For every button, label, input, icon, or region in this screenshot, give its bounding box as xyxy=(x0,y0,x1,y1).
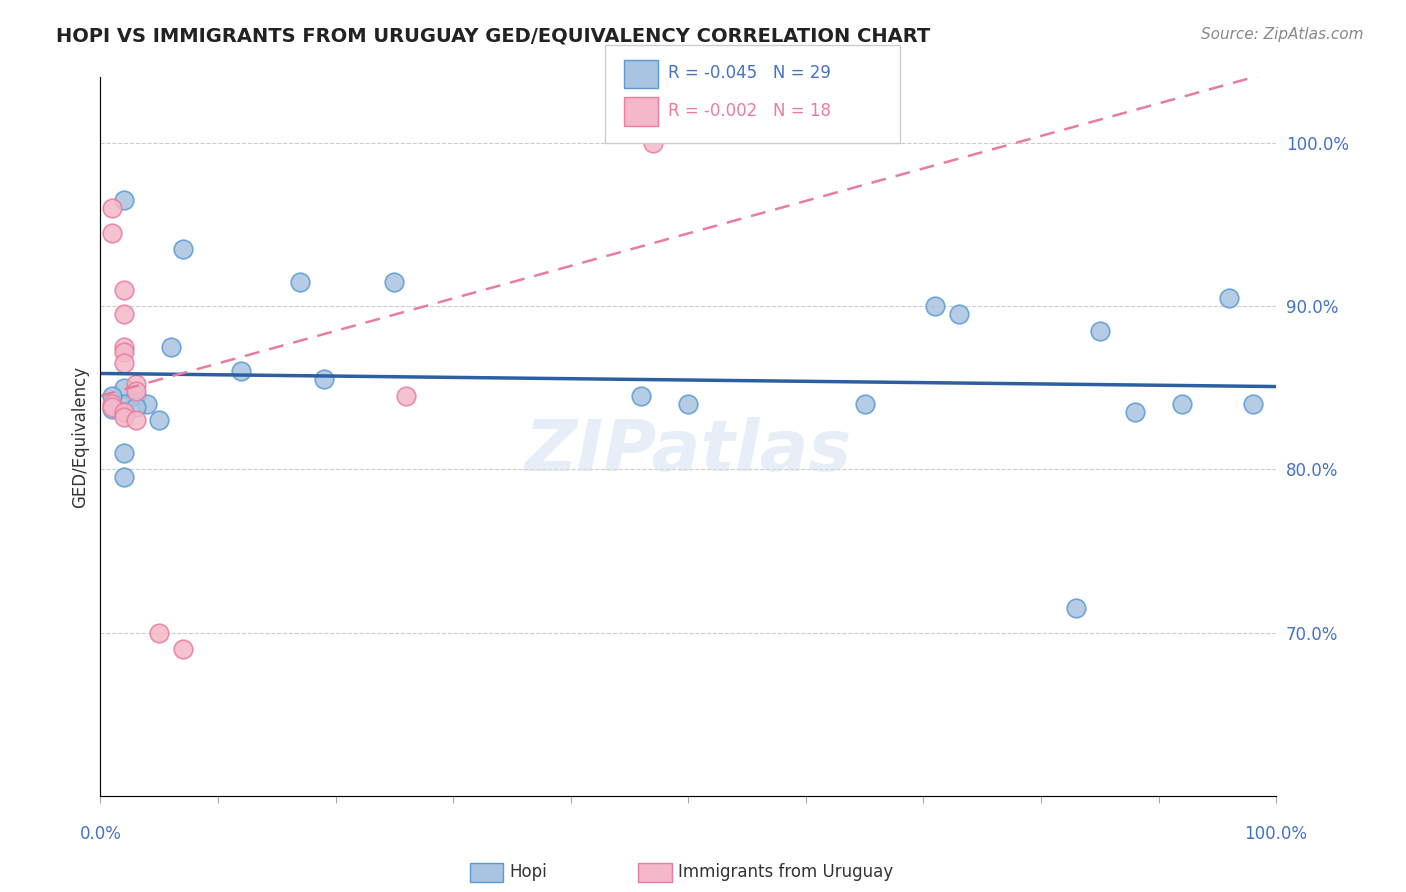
Point xyxy=(124,389,146,403)
Text: Source: ZipAtlas.com: Source: ZipAtlas.com xyxy=(1201,27,1364,42)
Point xyxy=(112,410,135,425)
Point xyxy=(948,307,970,321)
Point xyxy=(172,641,194,656)
Text: ZIPatlas: ZIPatlas xyxy=(524,417,852,485)
Point xyxy=(924,299,946,313)
Point xyxy=(112,283,135,297)
Point xyxy=(630,389,652,403)
Point xyxy=(1171,397,1194,411)
Point xyxy=(101,397,124,411)
Point xyxy=(172,242,194,256)
Point xyxy=(112,446,135,460)
Point xyxy=(112,405,135,419)
Text: R = -0.002   N = 18: R = -0.002 N = 18 xyxy=(668,102,831,120)
Point xyxy=(1088,324,1111,338)
Point xyxy=(112,344,135,359)
Point xyxy=(124,413,146,427)
Point xyxy=(101,401,124,416)
Point xyxy=(148,413,170,427)
Point xyxy=(101,201,124,215)
Point xyxy=(112,356,135,370)
Point xyxy=(312,372,335,386)
Text: Immigrants from Uruguay: Immigrants from Uruguay xyxy=(678,863,893,881)
Point xyxy=(124,401,146,415)
Y-axis label: GED/Equivalency: GED/Equivalency xyxy=(72,366,89,508)
Point xyxy=(136,397,159,411)
Point xyxy=(112,381,135,395)
Point xyxy=(160,340,183,354)
Point xyxy=(382,275,405,289)
Point xyxy=(853,397,876,411)
Text: 0.0%: 0.0% xyxy=(79,824,121,843)
Point xyxy=(395,389,418,403)
Point xyxy=(112,397,135,411)
Text: HOPI VS IMMIGRANTS FROM URUGUAY GED/EQUIVALENCY CORRELATION CHART: HOPI VS IMMIGRANTS FROM URUGUAY GED/EQUI… xyxy=(56,27,931,45)
Point xyxy=(231,364,253,378)
Point xyxy=(101,389,124,403)
Point xyxy=(101,401,124,415)
Text: Hopi: Hopi xyxy=(509,863,547,881)
Point xyxy=(112,307,135,321)
Point xyxy=(1064,601,1087,615)
Point xyxy=(148,625,170,640)
Point xyxy=(290,275,312,289)
Point xyxy=(112,193,135,207)
Point xyxy=(124,377,146,392)
Point xyxy=(641,136,664,150)
Text: R = -0.045   N = 29: R = -0.045 N = 29 xyxy=(668,64,831,82)
Point xyxy=(112,405,135,419)
Point xyxy=(1241,397,1264,411)
Point xyxy=(101,226,124,240)
Point xyxy=(1123,405,1146,419)
Point xyxy=(112,470,135,484)
Point xyxy=(676,397,699,411)
Text: 100.0%: 100.0% xyxy=(1244,824,1308,843)
Point xyxy=(1218,291,1240,305)
Point xyxy=(124,384,146,398)
Point xyxy=(112,340,135,354)
